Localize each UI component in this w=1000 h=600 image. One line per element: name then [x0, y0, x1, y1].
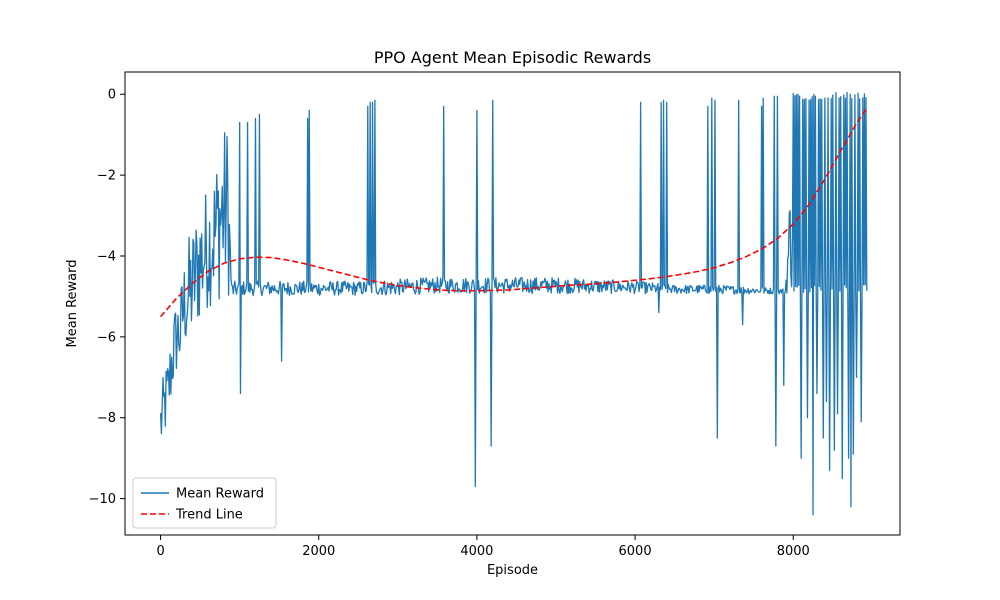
y-tick-label: −10 [89, 492, 116, 507]
plot-content [159, 91, 868, 516]
legend-entry-trend-line: Trend Line [175, 508, 243, 523]
legend: Mean Reward Trend Line [132, 477, 277, 529]
series-trend-line [159, 107, 868, 318]
y-tick-label: 0 [108, 88, 116, 103]
x-tick-label: 8000 [777, 544, 810, 559]
x-axis: 0 2000 4000 6000 8000 [156, 535, 810, 559]
chart-title: PPO Agent Mean Episodic Rewards [374, 48, 651, 67]
series-mean-reward [159, 91, 868, 516]
x-tick-label: 2000 [302, 544, 335, 559]
x-tick-label: 0 [156, 544, 164, 559]
y-tick-label: −6 [97, 330, 116, 345]
y-axis: 0 −2 −4 −6 −8 −10 [89, 88, 125, 507]
y-tick-label: −8 [97, 411, 116, 426]
legend-box [132, 477, 277, 529]
y-axis-label: Mean Reward [65, 260, 80, 348]
y-tick-label: −2 [97, 169, 116, 184]
x-tick-label: 6000 [619, 544, 652, 559]
y-tick-label: −4 [97, 249, 116, 264]
x-tick-label: 4000 [460, 544, 493, 559]
x-axis-label: Episode [487, 563, 538, 578]
legend-entry-mean-reward: Mean Reward [176, 487, 264, 502]
plot-frame [124, 71, 901, 536]
